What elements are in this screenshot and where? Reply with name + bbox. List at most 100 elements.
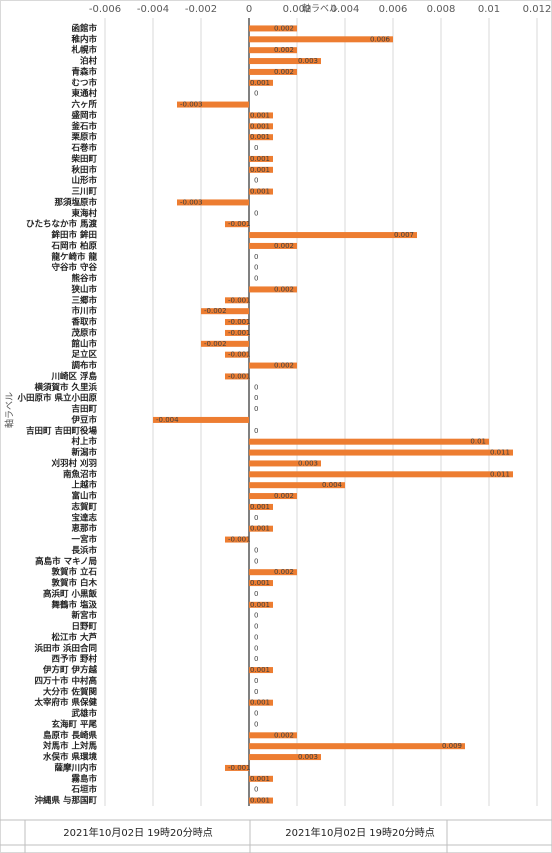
y-tick-label: 横須賀市 久里浜: [34, 382, 98, 393]
bar: [153, 416, 249, 423]
value-label: 0: [254, 710, 258, 718]
x-tick-label: -0.004: [137, 4, 169, 15]
y-tick-label: 薩摩川内市: [54, 762, 97, 773]
y-tick-label: ひたちなか市 馬渡: [26, 219, 97, 230]
y-tick-label: 対馬市 上対馬: [42, 741, 97, 752]
value-label: 0.001: [250, 122, 270, 130]
x-tick-label: 0.008: [427, 4, 456, 15]
value-label: 0.011: [490, 470, 510, 478]
y-tick-label: 柴田町: [70, 153, 97, 164]
value-label: 0.003: [298, 57, 318, 65]
y-tick-label: 浜田市 浜田合同: [35, 643, 97, 654]
value-label: -0.002: [204, 340, 227, 348]
y-tick-label: 盛岡市: [71, 110, 97, 121]
y-tick-label: 小田原市 県立小田原: [17, 393, 98, 404]
x-tick-label: 0: [246, 4, 252, 15]
value-label: 0: [254, 177, 258, 185]
y-tick-label: 東通村: [71, 88, 97, 99]
value-label: 0.002: [274, 731, 294, 739]
bar: [249, 58, 321, 65]
value-label: 0: [254, 623, 258, 631]
y-tick-label: 東海村: [71, 208, 97, 219]
bar: [249, 754, 321, 761]
bar: [249, 242, 297, 249]
value-label: 0: [254, 275, 258, 283]
y-tick-label: 島原市 長崎県: [43, 730, 97, 741]
y-tick-label: 舞鶴市 塩汲: [51, 599, 98, 610]
bar: [249, 569, 297, 576]
bar: [201, 340, 249, 347]
y-tick-label: 川崎区 浮島: [51, 371, 98, 382]
value-label: 0: [254, 253, 258, 261]
y-tick-label: 恵那市: [71, 523, 97, 534]
value-label: 0.001: [250, 797, 270, 805]
y-tick-label: 足立区: [71, 349, 97, 360]
y-tick-label: 水俣市 県環境: [42, 752, 97, 763]
y-tick-label: 青森市: [71, 66, 97, 77]
value-label: 0: [254, 786, 258, 794]
value-label: 0: [254, 90, 258, 98]
x-tick-label: -0.002: [185, 4, 217, 15]
value-label: 0: [254, 405, 258, 413]
value-label: 0.001: [250, 775, 270, 783]
value-label: 0.006: [370, 35, 391, 43]
bar: [249, 188, 273, 195]
value-label: 0.001: [250, 601, 270, 609]
y-tick-label: 武雄市: [71, 708, 97, 719]
bar: [225, 221, 249, 228]
value-label: 0: [254, 209, 258, 217]
bar: [225, 351, 249, 358]
bar: [249, 460, 321, 467]
value-label: 0.001: [250, 79, 270, 87]
y-tick-label: 長浜市: [71, 545, 97, 556]
value-label: 0: [254, 720, 258, 728]
bar: [249, 112, 273, 119]
y-tick-label: 上越市: [71, 480, 97, 491]
y-tick-label: 狭山市: [70, 284, 97, 295]
value-label: 0: [254, 427, 258, 435]
y-tick-label: 札幌市: [70, 45, 97, 56]
y-tick-label: 函館市: [71, 23, 97, 34]
y-tick-label: 太宰府市 県保健: [34, 697, 98, 708]
value-label: 0.002: [274, 285, 294, 293]
bar: [249, 797, 273, 804]
value-label: 0.001: [250, 579, 270, 587]
y-tick-label: 大分市 佐賀関: [43, 686, 97, 697]
y-tick-label: 松江市 大芦: [52, 632, 98, 643]
value-label: -0.003: [180, 198, 203, 206]
value-label: 0: [254, 557, 258, 565]
bar: [225, 373, 249, 380]
value-label: 0.002: [274, 492, 294, 500]
y-tick-label: 新宮市: [71, 610, 97, 621]
y-tick-label: 稚内市: [71, 34, 97, 45]
bar: [249, 449, 513, 456]
y-tick-label: 茂原市: [70, 327, 97, 338]
bar: [249, 482, 345, 489]
y-tick-label: 村上市: [71, 436, 97, 447]
value-label: 0.001: [250, 699, 270, 707]
y-tick-label: 山形市: [71, 175, 97, 186]
y-tick-label: 一宮市: [71, 534, 97, 545]
bar: [249, 732, 297, 739]
y-tick-label: 吉田町: [71, 404, 97, 415]
bar: [249, 580, 273, 587]
bar: [201, 308, 249, 315]
bar: [249, 166, 273, 173]
bar: [177, 199, 249, 206]
value-label: 0.007: [394, 231, 414, 239]
x-axis-label: 軸ラベル: [302, 3, 338, 15]
y-tick-label: 六ヶ所: [71, 99, 97, 110]
bar: [249, 601, 273, 608]
value-label: 0.001: [250, 166, 270, 174]
value-label: 0.001: [250, 525, 270, 533]
y-tick-label: 志賀町: [71, 501, 97, 512]
y-tick-label: 沖縄県 与那国町: [35, 795, 98, 806]
value-label: 0.002: [274, 242, 294, 250]
value-label: 0: [254, 514, 258, 522]
bar: [249, 123, 273, 130]
y-tick-label: 調布市: [71, 360, 97, 371]
value-label: 0: [254, 644, 258, 652]
bar: [249, 286, 297, 293]
y-tick-label: 霧島市: [70, 773, 97, 784]
value-label: -0.001: [228, 351, 251, 359]
